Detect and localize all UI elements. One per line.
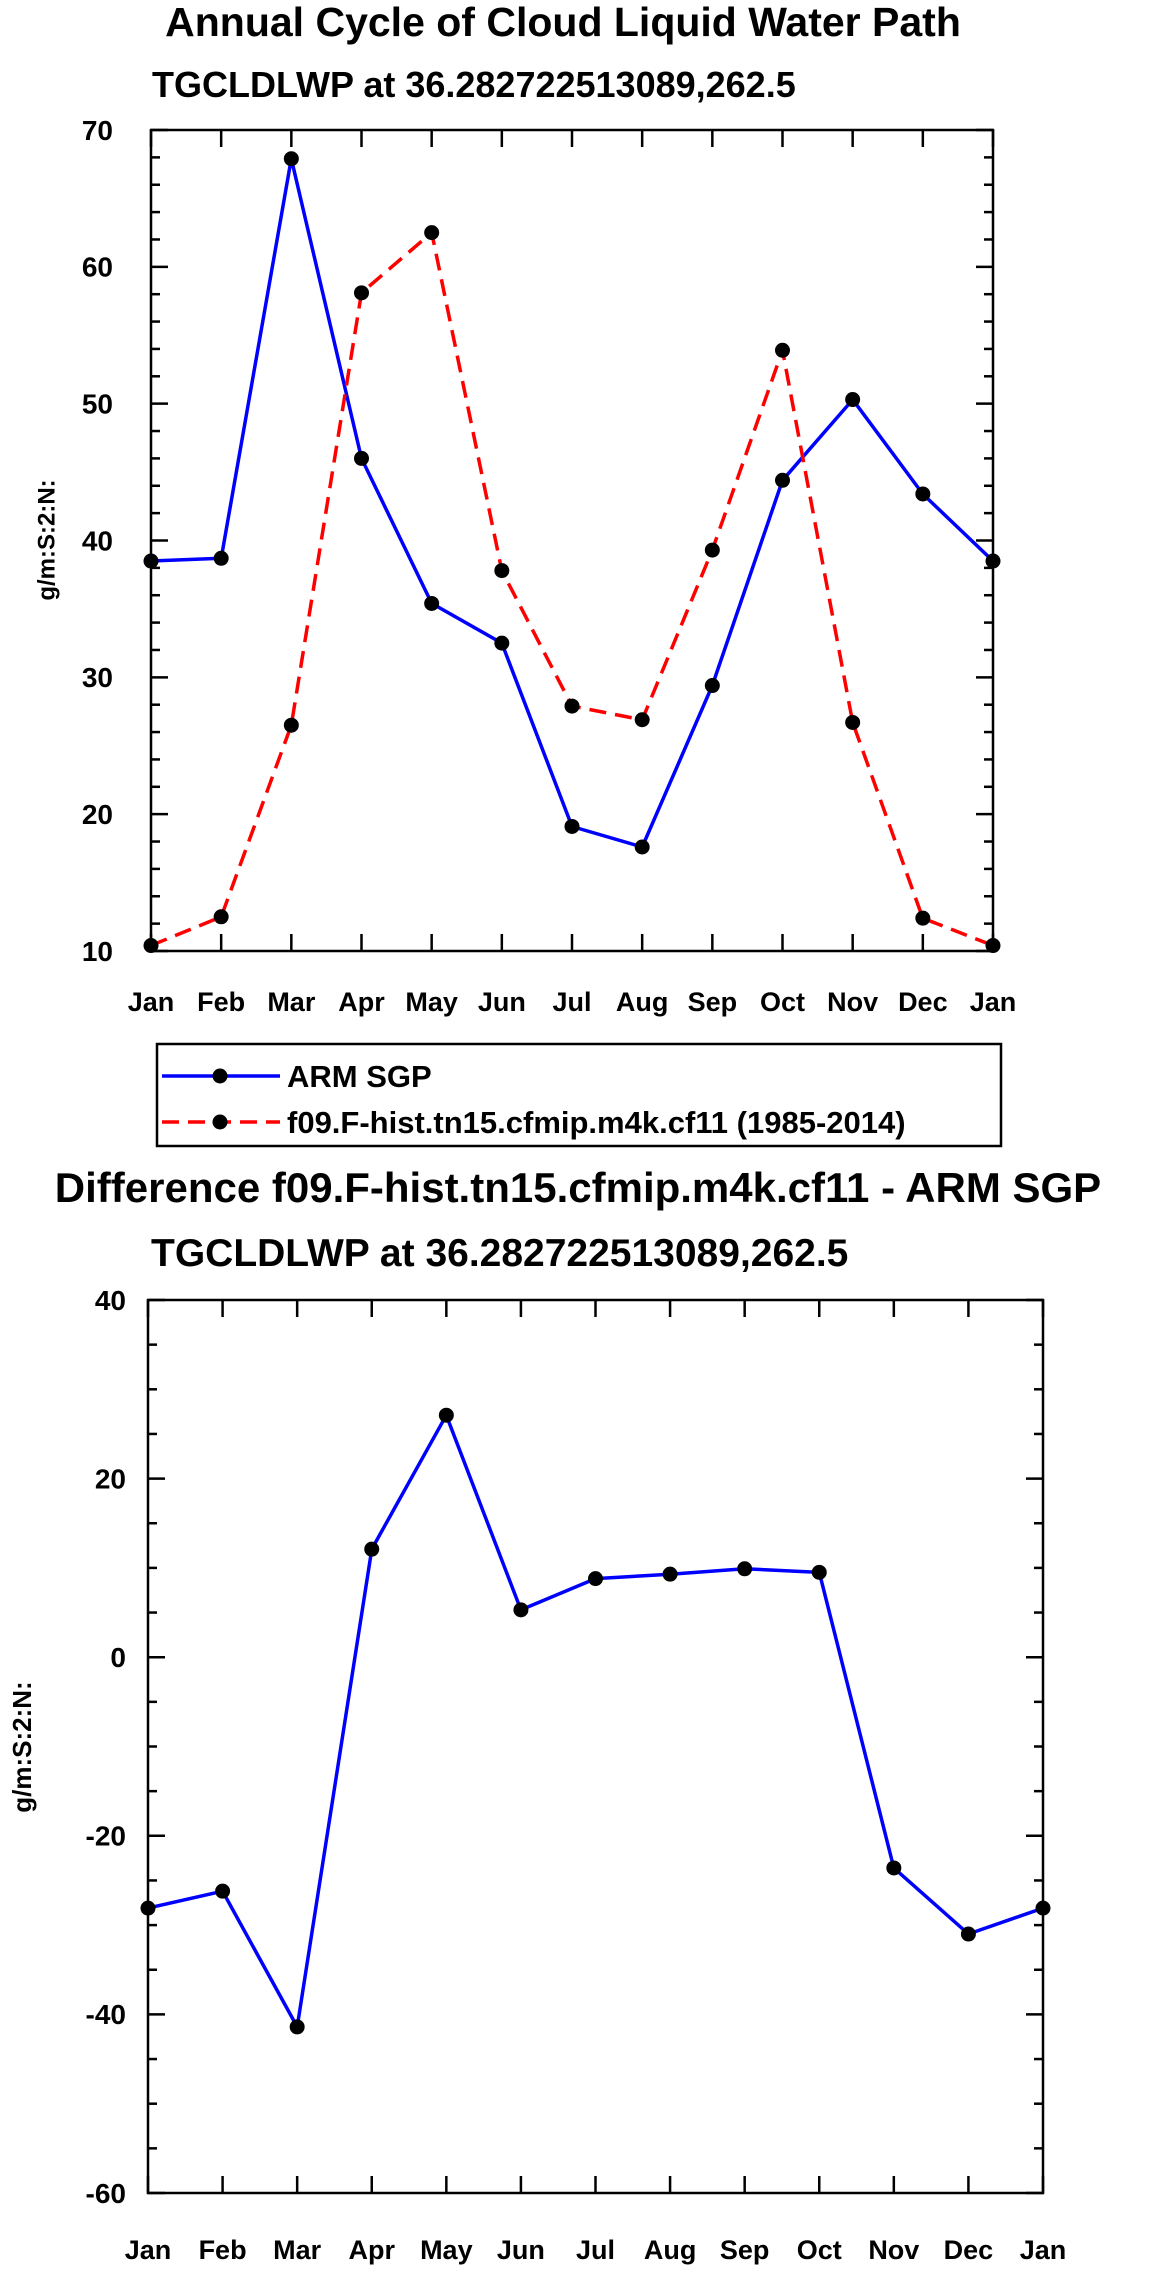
- chart1-title: Annual Cycle of Cloud Liquid Water Path: [165, 0, 961, 45]
- x-tick-label: Aug: [616, 987, 668, 1017]
- y-tick-label: 20: [95, 1463, 126, 1494]
- f09-f-hist-tn15-cfmip-m4k-cf11-1985-2014-point: [213, 909, 229, 925]
- legend-label-arm-sgp: ARM SGP: [287, 1059, 432, 1094]
- x-tick-label: Nov: [827, 987, 878, 1017]
- x-tick-label: Mar: [273, 2235, 322, 2265]
- y-tick-label: 40: [82, 525, 113, 556]
- x-tick-label: May: [405, 987, 458, 1017]
- difference-point: [886, 1860, 902, 1876]
- y-tick-label: 0: [110, 1642, 126, 1673]
- y-tick-label: 60: [82, 252, 113, 283]
- x-tick-label: Nov: [868, 2235, 919, 2265]
- f09-f-hist-tn15-cfmip-m4k-cf11-1985-2014-point: [915, 910, 931, 926]
- x-tick-label: Feb: [197, 987, 245, 1017]
- f09-f-hist-tn15-cfmip-m4k-cf11-1985-2014-point: [704, 542, 720, 558]
- x-tick-label: Mar: [267, 987, 316, 1017]
- f09-f-hist-tn15-cfmip-m4k-cf11-1985-2014-point: [564, 698, 580, 714]
- chart1-plot-area: 10 20 30 40 50 60 70 Jan Feb Mar Apr May Jun Jul Aug Se…: [82, 115, 1016, 1017]
- arm-sgp-point: [704, 678, 720, 694]
- x-tick-label: Oct: [797, 2235, 842, 2265]
- x-tick-label: May: [420, 2235, 473, 2265]
- difference-point: [662, 1566, 678, 1582]
- legend-swatch-model-marker: [212, 1114, 228, 1130]
- difference-point: [737, 1561, 753, 1577]
- chart1-legend: ARM SGP f09.F-hist.tn15.cfmip.m4k.cf11 (…: [155, 1042, 1003, 1148]
- x-tick-label: Feb: [199, 2235, 247, 2265]
- y-tick-label: -40: [86, 1999, 126, 2030]
- y-tick-label: 30: [82, 662, 113, 693]
- chart1-y-axis-label: g/m:S:2:N:: [33, 479, 60, 600]
- x-tick-label: Jul: [552, 987, 591, 1017]
- f09-f-hist-tn15-cfmip-m4k-cf11-1985-2014-point: [845, 714, 861, 730]
- x-tick-label: Jan: [128, 987, 175, 1017]
- difference-point: [140, 1900, 156, 1916]
- x-tick-label: Oct: [760, 987, 805, 1017]
- arm-sgp-point: [915, 486, 931, 502]
- difference-point: [438, 1407, 454, 1423]
- difference-point: [811, 1564, 827, 1580]
- difference-point: [513, 1602, 529, 1618]
- y-tick-label: 70: [82, 115, 113, 146]
- chart1-subtitle: TGCLDLWP at 36.282722513089,262.5: [152, 64, 796, 105]
- x-tick-label: Sep: [688, 987, 738, 1017]
- f09-f-hist-tn15-cfmip-m4k-cf11-1985-2014-point: [634, 712, 650, 728]
- arm-sgp-point: [845, 392, 861, 408]
- difference-point: [215, 1883, 231, 1899]
- arm-sgp-point: [634, 839, 650, 855]
- x-tick-label: Jun: [497, 2235, 545, 2265]
- y-tick-label: 10: [82, 936, 113, 967]
- arm-sgp-point: [985, 553, 1001, 569]
- arm-sgp-point: [424, 595, 440, 611]
- x-tick-label: Jan: [970, 987, 1017, 1017]
- arm-sgp-point: [564, 818, 580, 834]
- chart2-subtitle: TGCLDLWP at 36.282722513089,262.5: [151, 1232, 848, 1275]
- legend-swatch-arm-sgp-marker: [212, 1068, 228, 1084]
- legend-box: [155, 1042, 1003, 1148]
- f09-f-hist-tn15-cfmip-m4k-cf11-1985-2014-point: [985, 938, 1001, 954]
- f09-f-hist-tn15-cfmip-m4k-cf11-1985-2014-point: [424, 225, 440, 241]
- y-tick-label: 50: [82, 388, 113, 419]
- x-tick-label: Dec: [898, 987, 948, 1017]
- x-tick-label: Jan: [1020, 2235, 1067, 2265]
- arm-sgp-point: [775, 472, 790, 488]
- arm-sgp-point: [143, 553, 159, 569]
- difference-point: [364, 1541, 380, 1557]
- arm-sgp-point: [494, 635, 510, 651]
- f09-f-hist-tn15-cfmip-m4k-cf11-1985-2014-point: [354, 285, 369, 301]
- y-tick-label: 40: [95, 1285, 126, 1316]
- f09-f-hist-tn15-cfmip-m4k-cf11-1985-2014-point: [143, 938, 159, 954]
- x-tick-label: Jan: [125, 2235, 172, 2265]
- chart2-title: Difference f09.F-hist.tn15.cfmip.m4k.cf1…: [55, 1164, 1101, 1211]
- x-tick-label: Apr: [338, 987, 385, 1017]
- difference-point: [1035, 1900, 1051, 1916]
- f09-f-hist-tn15-cfmip-m4k-cf11-1985-2014-point: [494, 563, 510, 579]
- f09-f-hist-tn15-cfmip-m4k-cf11-1985-2014-point: [283, 717, 299, 733]
- legend-label-model: f09.F-hist.tn15.cfmip.m4k.cf11 (1985-201…: [287, 1105, 906, 1140]
- arm-sgp-point: [283, 151, 299, 167]
- y-tick-label: -60: [86, 2178, 126, 2209]
- x-tick-label: Aug: [644, 2235, 696, 2265]
- arm-sgp-point: [354, 450, 369, 466]
- y-tick-label: 20: [82, 799, 113, 830]
- x-tick-label: Dec: [944, 2235, 994, 2265]
- arm-sgp-point: [213, 550, 229, 566]
- x-tick-label: Jun: [478, 987, 526, 1017]
- x-tick-label: Sep: [720, 2235, 770, 2265]
- f09-f-hist-tn15-cfmip-m4k-cf11-1985-2014-point: [775, 342, 790, 358]
- difference-point: [289, 2019, 305, 2035]
- difference-point: [588, 1571, 603, 1587]
- y-tick-label: -20: [86, 1821, 126, 1852]
- chart2-y-axis-label: g/m:S:2:N:: [7, 1681, 37, 1812]
- x-tick-label: Jul: [576, 2235, 615, 2265]
- difference-point: [960, 1926, 976, 1942]
- x-tick-label: Apr: [349, 2235, 396, 2265]
- chart2-plot-area: -60 -40 -20 0 20 40 Jan Feb Mar Apr May Jun Jul Aug Se…: [86, 1285, 1067, 2265]
